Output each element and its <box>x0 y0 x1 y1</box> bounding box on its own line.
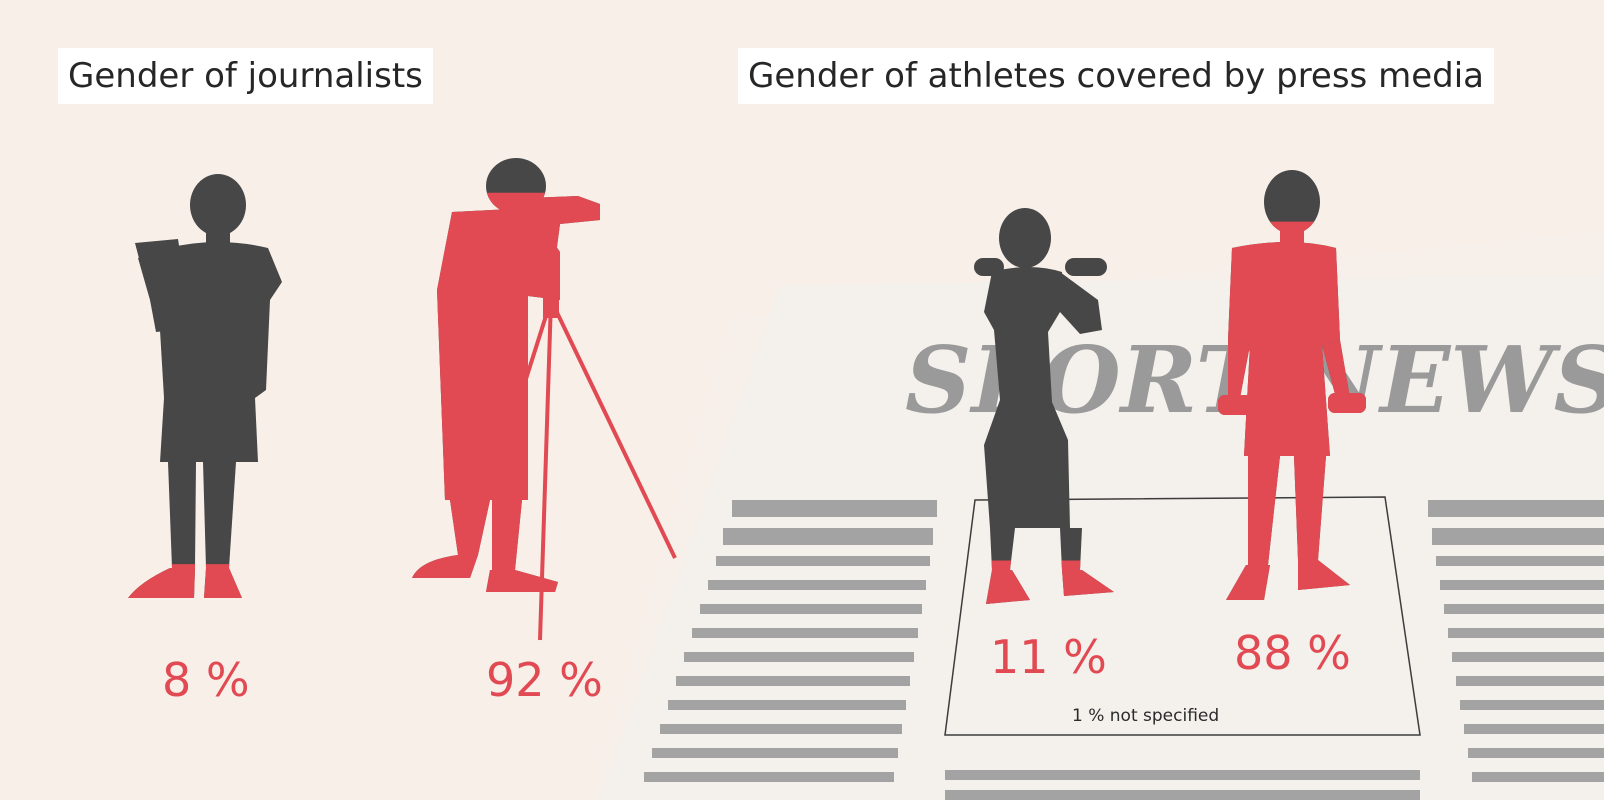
athletes-female-percent-label: 11 % <box>990 630 1107 684</box>
newspaper-text-column-left <box>644 500 937 782</box>
athletes-male-percent-label: 88 % <box>1234 626 1351 680</box>
journalists-female-percent-label: 8 % <box>162 653 250 707</box>
athletes-not-specified-note: 1 % not specified <box>1072 706 1220 726</box>
woman-dumbbells-icon <box>974 208 1114 604</box>
journalists-male-percent-label: 92 % <box>486 653 603 707</box>
athletes-chart-title: Gender of athletes covered by press medi… <box>738 48 1494 104</box>
man-dumbbells-icon <box>1218 170 1366 600</box>
woman-tablet-icon <box>128 174 282 598</box>
newspaper-text-column-right <box>1428 500 1604 782</box>
newspaper-text-column-center <box>945 770 1420 800</box>
man-camera-tripod-icon <box>412 158 677 641</box>
journalists-chart-title: Gender of journalists <box>58 48 433 104</box>
